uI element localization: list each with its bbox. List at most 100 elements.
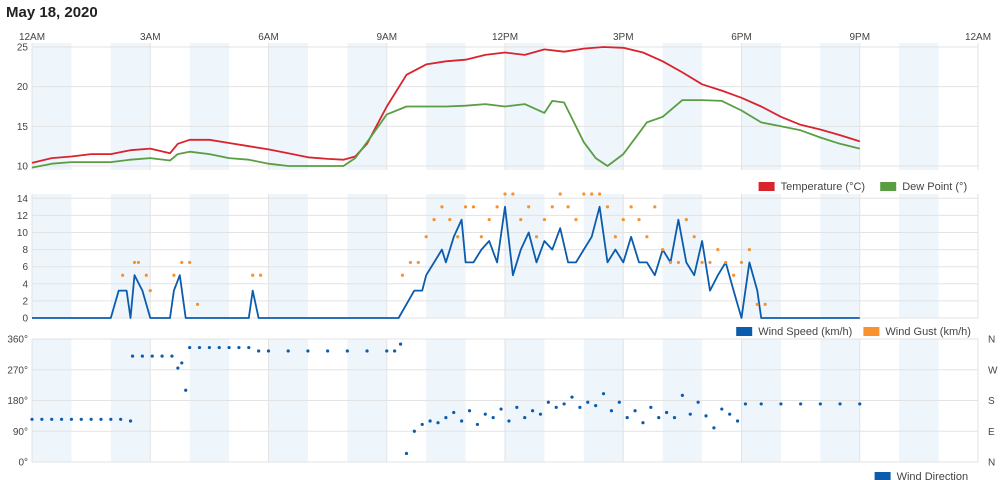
data-point	[345, 349, 349, 353]
data-point	[637, 218, 641, 222]
right-axis-label: N	[988, 458, 995, 469]
page-title: May 18, 2020	[6, 4, 98, 21]
right-axis-label: E	[988, 427, 995, 438]
y-tick-label: 10	[17, 162, 29, 173]
data-point	[130, 354, 135, 358]
data-point	[574, 218, 578, 222]
data-point	[408, 260, 412, 265]
hour-band-1-18	[741, 194, 781, 318]
data-point	[633, 409, 637, 413]
hour-band-1-8	[347, 194, 387, 318]
y-tick-label: 25	[17, 42, 29, 53]
data-point	[562, 402, 566, 406]
hour-band-0-14	[583, 43, 624, 170]
data-point	[858, 402, 862, 406]
data-point	[684, 218, 688, 222]
data-point	[440, 205, 444, 209]
data-point	[609, 409, 614, 413]
hour-band-0-20	[820, 43, 860, 170]
data-point	[625, 415, 629, 420]
y-tick-label: 360°	[7, 335, 28, 346]
data-point	[538, 412, 543, 416]
data-point	[259, 273, 263, 277]
hour-band-1-4	[189, 194, 230, 318]
data-point	[578, 405, 582, 409]
data-point	[534, 235, 539, 239]
data-point	[649, 405, 653, 409]
data-point	[530, 409, 535, 413]
data-point	[586, 400, 590, 404]
data-point	[523, 415, 527, 420]
legend-swatch	[758, 182, 775, 191]
data-point	[467, 409, 472, 413]
data-point	[629, 205, 633, 209]
hour-band-0-0	[32, 43, 72, 170]
data-point	[128, 419, 133, 423]
data-point	[444, 415, 448, 420]
x-tick-label: 9PM	[849, 32, 870, 43]
hour-band-1-6	[268, 194, 308, 318]
data-point	[393, 349, 397, 353]
data-point	[755, 302, 759, 306]
data-point	[739, 260, 744, 265]
data-point	[150, 354, 154, 358]
data-point	[645, 235, 649, 239]
data-point	[448, 218, 452, 222]
y-tick-label: 0°	[18, 458, 28, 469]
y-tick-label: 270°	[7, 365, 28, 376]
data-point	[404, 451, 409, 456]
data-point	[720, 407, 724, 411]
data-point	[463, 205, 468, 209]
data-point	[570, 395, 574, 399]
y-tick-label: 180°	[7, 396, 28, 407]
data-point	[507, 419, 511, 423]
data-point	[237, 345, 241, 350]
data-point	[503, 192, 507, 196]
data-point	[838, 402, 842, 406]
legend-label: Wind Gust (km/h)	[885, 326, 971, 338]
data-point	[818, 402, 822, 406]
data-point	[306, 349, 310, 353]
hour-band-1-16	[662, 194, 703, 318]
data-point	[487, 218, 491, 222]
data-point	[601, 392, 606, 396]
right-axis-label: W	[988, 365, 998, 376]
x-tick-label: 3AM	[140, 32, 161, 43]
data-point	[326, 349, 330, 353]
data-point	[735, 419, 740, 423]
data-point	[728, 412, 732, 416]
data-point	[759, 402, 763, 406]
data-point	[479, 235, 483, 239]
data-point	[613, 235, 617, 239]
data-point	[227, 345, 231, 350]
data-point	[641, 421, 645, 425]
hour-band-0-6	[268, 43, 308, 170]
data-point	[385, 349, 389, 353]
data-point	[598, 192, 602, 196]
y-tick-label: 2	[22, 296, 28, 307]
legend-swatch	[736, 327, 753, 336]
data-point	[676, 260, 681, 265]
series-line-0	[32, 205, 860, 319]
hour-band-1-10	[426, 194, 466, 318]
data-point	[119, 417, 123, 421]
data-point	[491, 415, 495, 420]
hour-band-1-0	[32, 194, 72, 318]
data-point	[432, 218, 436, 222]
data-point	[712, 426, 716, 430]
data-point	[144, 273, 148, 277]
data-point	[400, 273, 405, 277]
data-point	[184, 388, 188, 392]
x-tick-label: 6PM	[731, 32, 752, 43]
y-tick-label: 10	[17, 228, 29, 239]
data-point	[30, 417, 34, 421]
y-tick-label: 8	[22, 245, 28, 256]
data-point	[542, 218, 547, 222]
data-point	[590, 192, 594, 196]
data-point	[251, 273, 255, 277]
data-point	[779, 402, 783, 406]
legend-swatch	[874, 472, 891, 480]
data-point	[621, 218, 625, 222]
data-point	[132, 260, 137, 265]
